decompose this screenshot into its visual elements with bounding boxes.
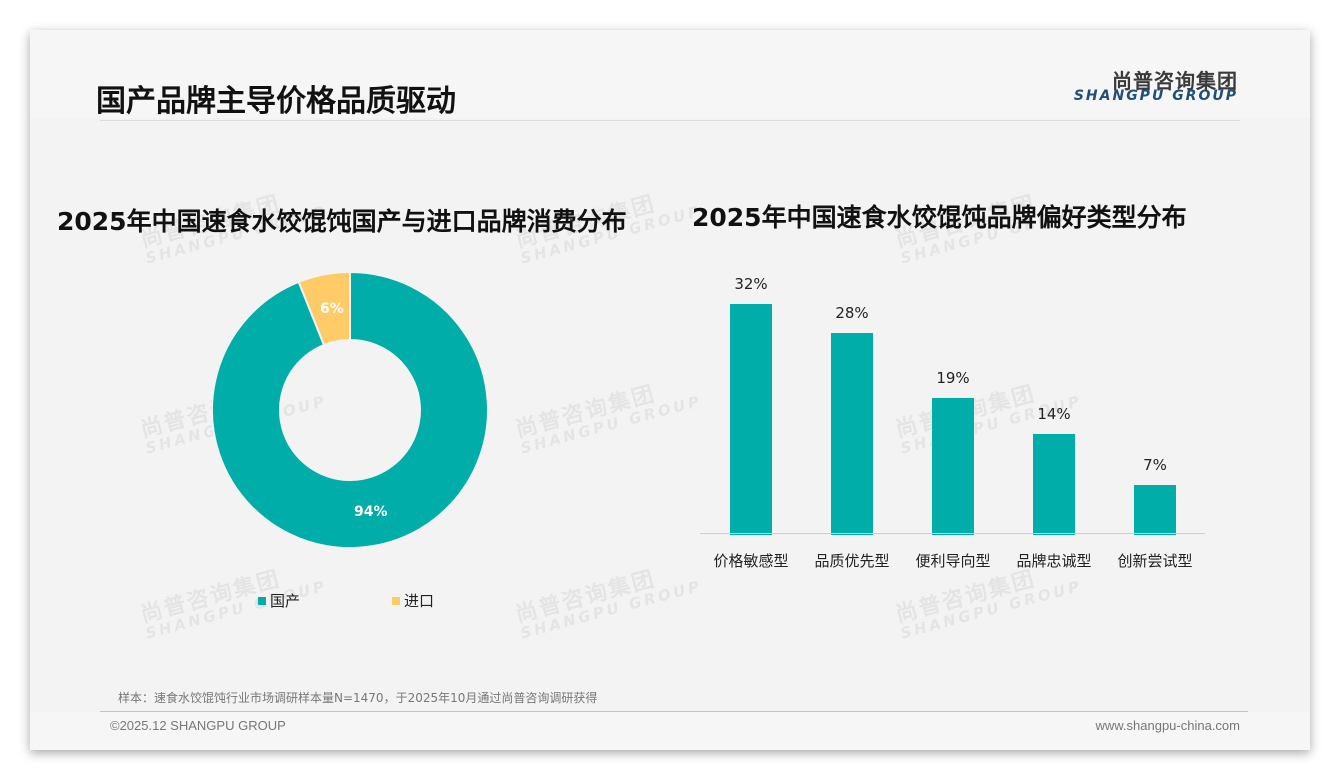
bar-value-label: 28% [835, 304, 869, 322]
footer-band [30, 712, 1310, 750]
legend-swatch-teal [258, 596, 266, 605]
donut-chart: 6% 94% [210, 270, 489, 549]
bar-chart-baseline [700, 533, 1205, 534]
bar-category-label: 品牌忠诚型 [1016, 552, 1092, 570]
title-divider [100, 120, 1240, 121]
footer-divider [100, 711, 1248, 712]
bar-value-label: 7% [1143, 456, 1167, 474]
copyright: ©2025.12 SHANGPU GROUP [110, 718, 286, 733]
donut-label-domestic: 94% [354, 504, 388, 520]
bar-convenience [932, 398, 974, 535]
donut-svg [210, 270, 489, 549]
donut-slice-domestic [210, 270, 489, 549]
logo-english: SHANGPU GROUP [1073, 88, 1238, 104]
bar-price-sensitive [730, 304, 772, 535]
legend-swatch-yellow [392, 596, 400, 605]
bar-brand-loyal [1033, 434, 1075, 535]
bar-category-label: 价格敏感型 [713, 552, 789, 570]
donut-label-imported: 6% [320, 301, 344, 317]
sample-note: 样本：速食水饺馄饨行业市场调研样本量N=1470，于2025年10月通过尚普咨询… [118, 691, 598, 705]
website-link[interactable]: www.shangpu-china.com [1095, 718, 1240, 733]
header-band [30, 30, 1310, 118]
donut-slice-imported [297, 270, 351, 347]
donut-chart-title: 2025年中国速食水饺馄饨国产与进口品牌消费分布 [57, 207, 627, 236]
bar-chart: 32% 28% 19% 14% 7% [700, 270, 1205, 535]
bar-value-label: 32% [734, 275, 768, 293]
bar-value-label: 19% [936, 369, 970, 387]
slide: 尚普咨询集团 SHANGPU GROUP 尚普咨询集团 SHANGPU GROUP … [30, 30, 1310, 750]
bar-chart-title: 2025年中国速食水饺馄饨品牌偏好类型分布 [692, 203, 1187, 232]
logo-chinese: 尚普咨询集团 [1112, 69, 1238, 93]
legend-label: 进口 [404, 592, 435, 610]
bar-category-label: 便利导向型 [915, 552, 991, 570]
legend-item-domestic: 国产 [258, 590, 300, 611]
legend-label: 国产 [270, 592, 301, 610]
page-title: 国产品牌主导价格品质驱动 [96, 84, 456, 119]
bar-category-label: 创新尝试型 [1117, 552, 1193, 570]
legend-item-imported: 进口 [392, 590, 434, 611]
bar-quality-first [831, 333, 873, 535]
bar-innovation [1134, 485, 1176, 535]
bar-category-label: 品质优先型 [814, 552, 890, 570]
bar-value-label: 14% [1037, 405, 1071, 423]
